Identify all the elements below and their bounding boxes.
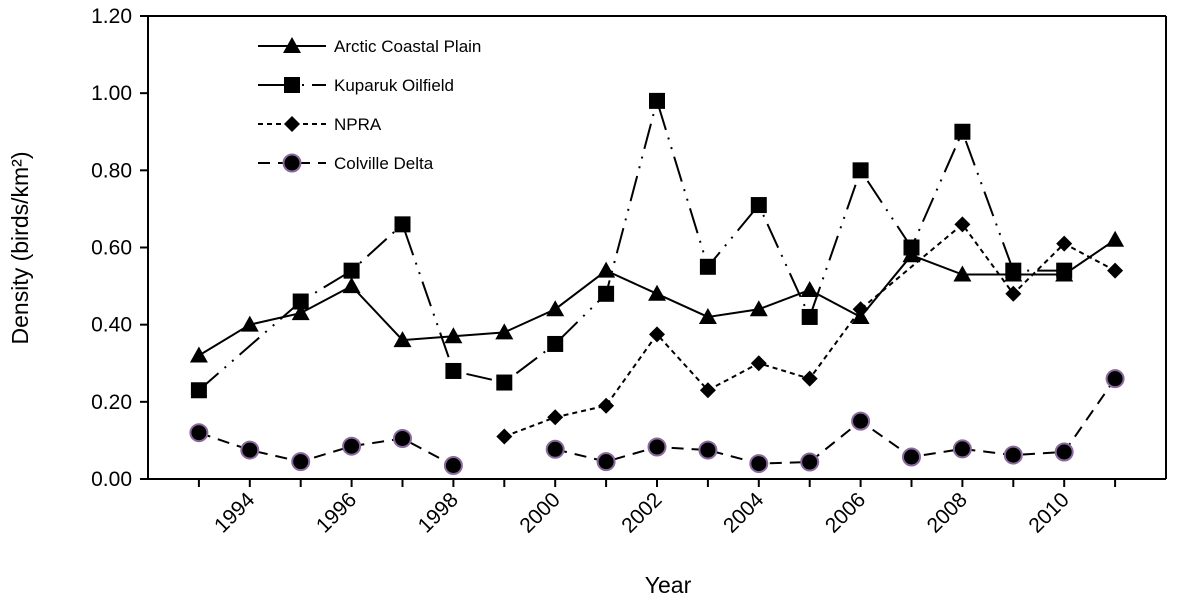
data-point-triangle xyxy=(546,300,565,317)
y-tick-label: 0.40 xyxy=(91,314,132,337)
data-point-square xyxy=(547,335,564,352)
legend-label-1: Arctic Coastal Plain xyxy=(334,37,481,56)
data-point-circle xyxy=(596,452,616,472)
series-line-3 xyxy=(503,222,1116,438)
data-point-circle xyxy=(1105,369,1125,389)
data-point-triangle xyxy=(749,300,768,317)
data-point-square xyxy=(852,162,869,179)
data-point-square xyxy=(496,374,513,391)
y-tick-label: 0.00 xyxy=(91,468,132,491)
data-point-square xyxy=(292,293,309,310)
data-point-circle xyxy=(800,452,820,472)
data-point-square xyxy=(394,216,411,233)
y-tick-label: 1.20 xyxy=(91,5,132,28)
legend-label-3: NPRA xyxy=(334,115,382,134)
data-point-triangle xyxy=(1106,230,1125,247)
data-point-diamond xyxy=(1005,285,1022,302)
data-point-diamond xyxy=(284,116,300,132)
data-point-triangle xyxy=(393,331,412,348)
data-point-diamond xyxy=(649,326,665,343)
series-markers xyxy=(189,92,1125,475)
data-point-circle xyxy=(189,423,209,443)
data-point-square xyxy=(1056,262,1073,279)
data-point-circle xyxy=(1054,442,1074,462)
series-line-4 xyxy=(554,378,1116,465)
x-tick-label: 2000 xyxy=(515,488,564,537)
series-line-2 xyxy=(198,97,1065,392)
data-point-square xyxy=(343,262,360,279)
data-point-circle xyxy=(902,447,921,467)
y-tick-label: 1.00 xyxy=(91,82,132,105)
data-point-square xyxy=(1005,262,1022,279)
data-point-square xyxy=(598,285,615,302)
x-tick-label: 1994 xyxy=(210,488,260,538)
data-point-circle xyxy=(443,455,463,475)
data-point-triangle xyxy=(240,315,259,332)
y-tick-label: 0.80 xyxy=(91,159,132,182)
x-tick-label: 2004 xyxy=(719,488,769,538)
data-point-triangle xyxy=(648,284,666,301)
data-point-circle xyxy=(698,440,718,460)
data-point-circle xyxy=(545,439,565,459)
data-point-triangle xyxy=(597,261,616,278)
data-point-circle xyxy=(851,411,871,431)
data-point-diamond xyxy=(852,301,869,318)
legend-label-4: Colville Delta xyxy=(334,154,434,173)
data-point-triangle xyxy=(283,37,301,53)
data-point-diamond xyxy=(496,428,513,445)
x-tick-label: 1998 xyxy=(414,488,463,537)
data-point-triangle xyxy=(698,307,717,324)
data-point-triangle xyxy=(444,327,463,344)
data-point-square xyxy=(750,197,767,214)
data-point-triangle xyxy=(189,346,208,363)
x-tick-label: 2002 xyxy=(617,488,666,537)
data-point-diamond xyxy=(699,382,716,399)
y-tick-label: 0.20 xyxy=(91,391,132,414)
data-point-triangle xyxy=(495,323,514,340)
x-axis-title: Year xyxy=(645,572,692,598)
data-point-triangle xyxy=(342,277,361,294)
data-point-circle xyxy=(291,452,311,472)
data-point-circle xyxy=(952,439,972,459)
data-point-circle xyxy=(342,436,362,456)
data-point-circle xyxy=(393,428,412,448)
data-point-circle xyxy=(240,440,260,460)
x-tick-label: 1996 xyxy=(312,488,361,537)
legend-label-2: Kuparuk Oilfield xyxy=(334,76,454,95)
data-point-square xyxy=(801,308,818,325)
data-point-square xyxy=(190,382,207,399)
y-axis-title: Density (birds/km²) xyxy=(7,152,33,345)
data-point-triangle xyxy=(291,304,310,321)
data-point-circle xyxy=(647,437,667,457)
data-point-diamond xyxy=(750,355,767,372)
data-point-circle xyxy=(749,454,769,474)
data-point-triangle xyxy=(800,280,819,297)
data-point-square xyxy=(284,77,300,93)
x-tick-label: 2006 xyxy=(821,488,870,537)
data-point-square xyxy=(445,362,462,379)
data-point-diamond xyxy=(954,216,971,233)
data-point-square xyxy=(954,123,971,140)
y-tick-label: 0.60 xyxy=(91,237,132,260)
legend: Arctic Coastal Plain Kuparuk Oilfield NPRA… xyxy=(258,37,481,173)
data-point-diamond xyxy=(801,370,818,387)
data-point-square xyxy=(903,239,920,256)
data-point-circle xyxy=(1003,445,1023,465)
data-point-diamond xyxy=(1056,235,1073,252)
data-point-diamond xyxy=(547,409,564,426)
data-point-square xyxy=(699,258,716,275)
data-point-diamond xyxy=(1107,262,1124,279)
data-point-square xyxy=(649,92,665,109)
x-tick-label: 2008 xyxy=(923,488,972,537)
data-point-triangle xyxy=(953,265,972,282)
data-point-circle xyxy=(282,153,302,173)
x-tick-label: 2010 xyxy=(1024,488,1073,537)
series-line-4 xyxy=(198,431,454,467)
data-point-diamond xyxy=(598,397,615,414)
